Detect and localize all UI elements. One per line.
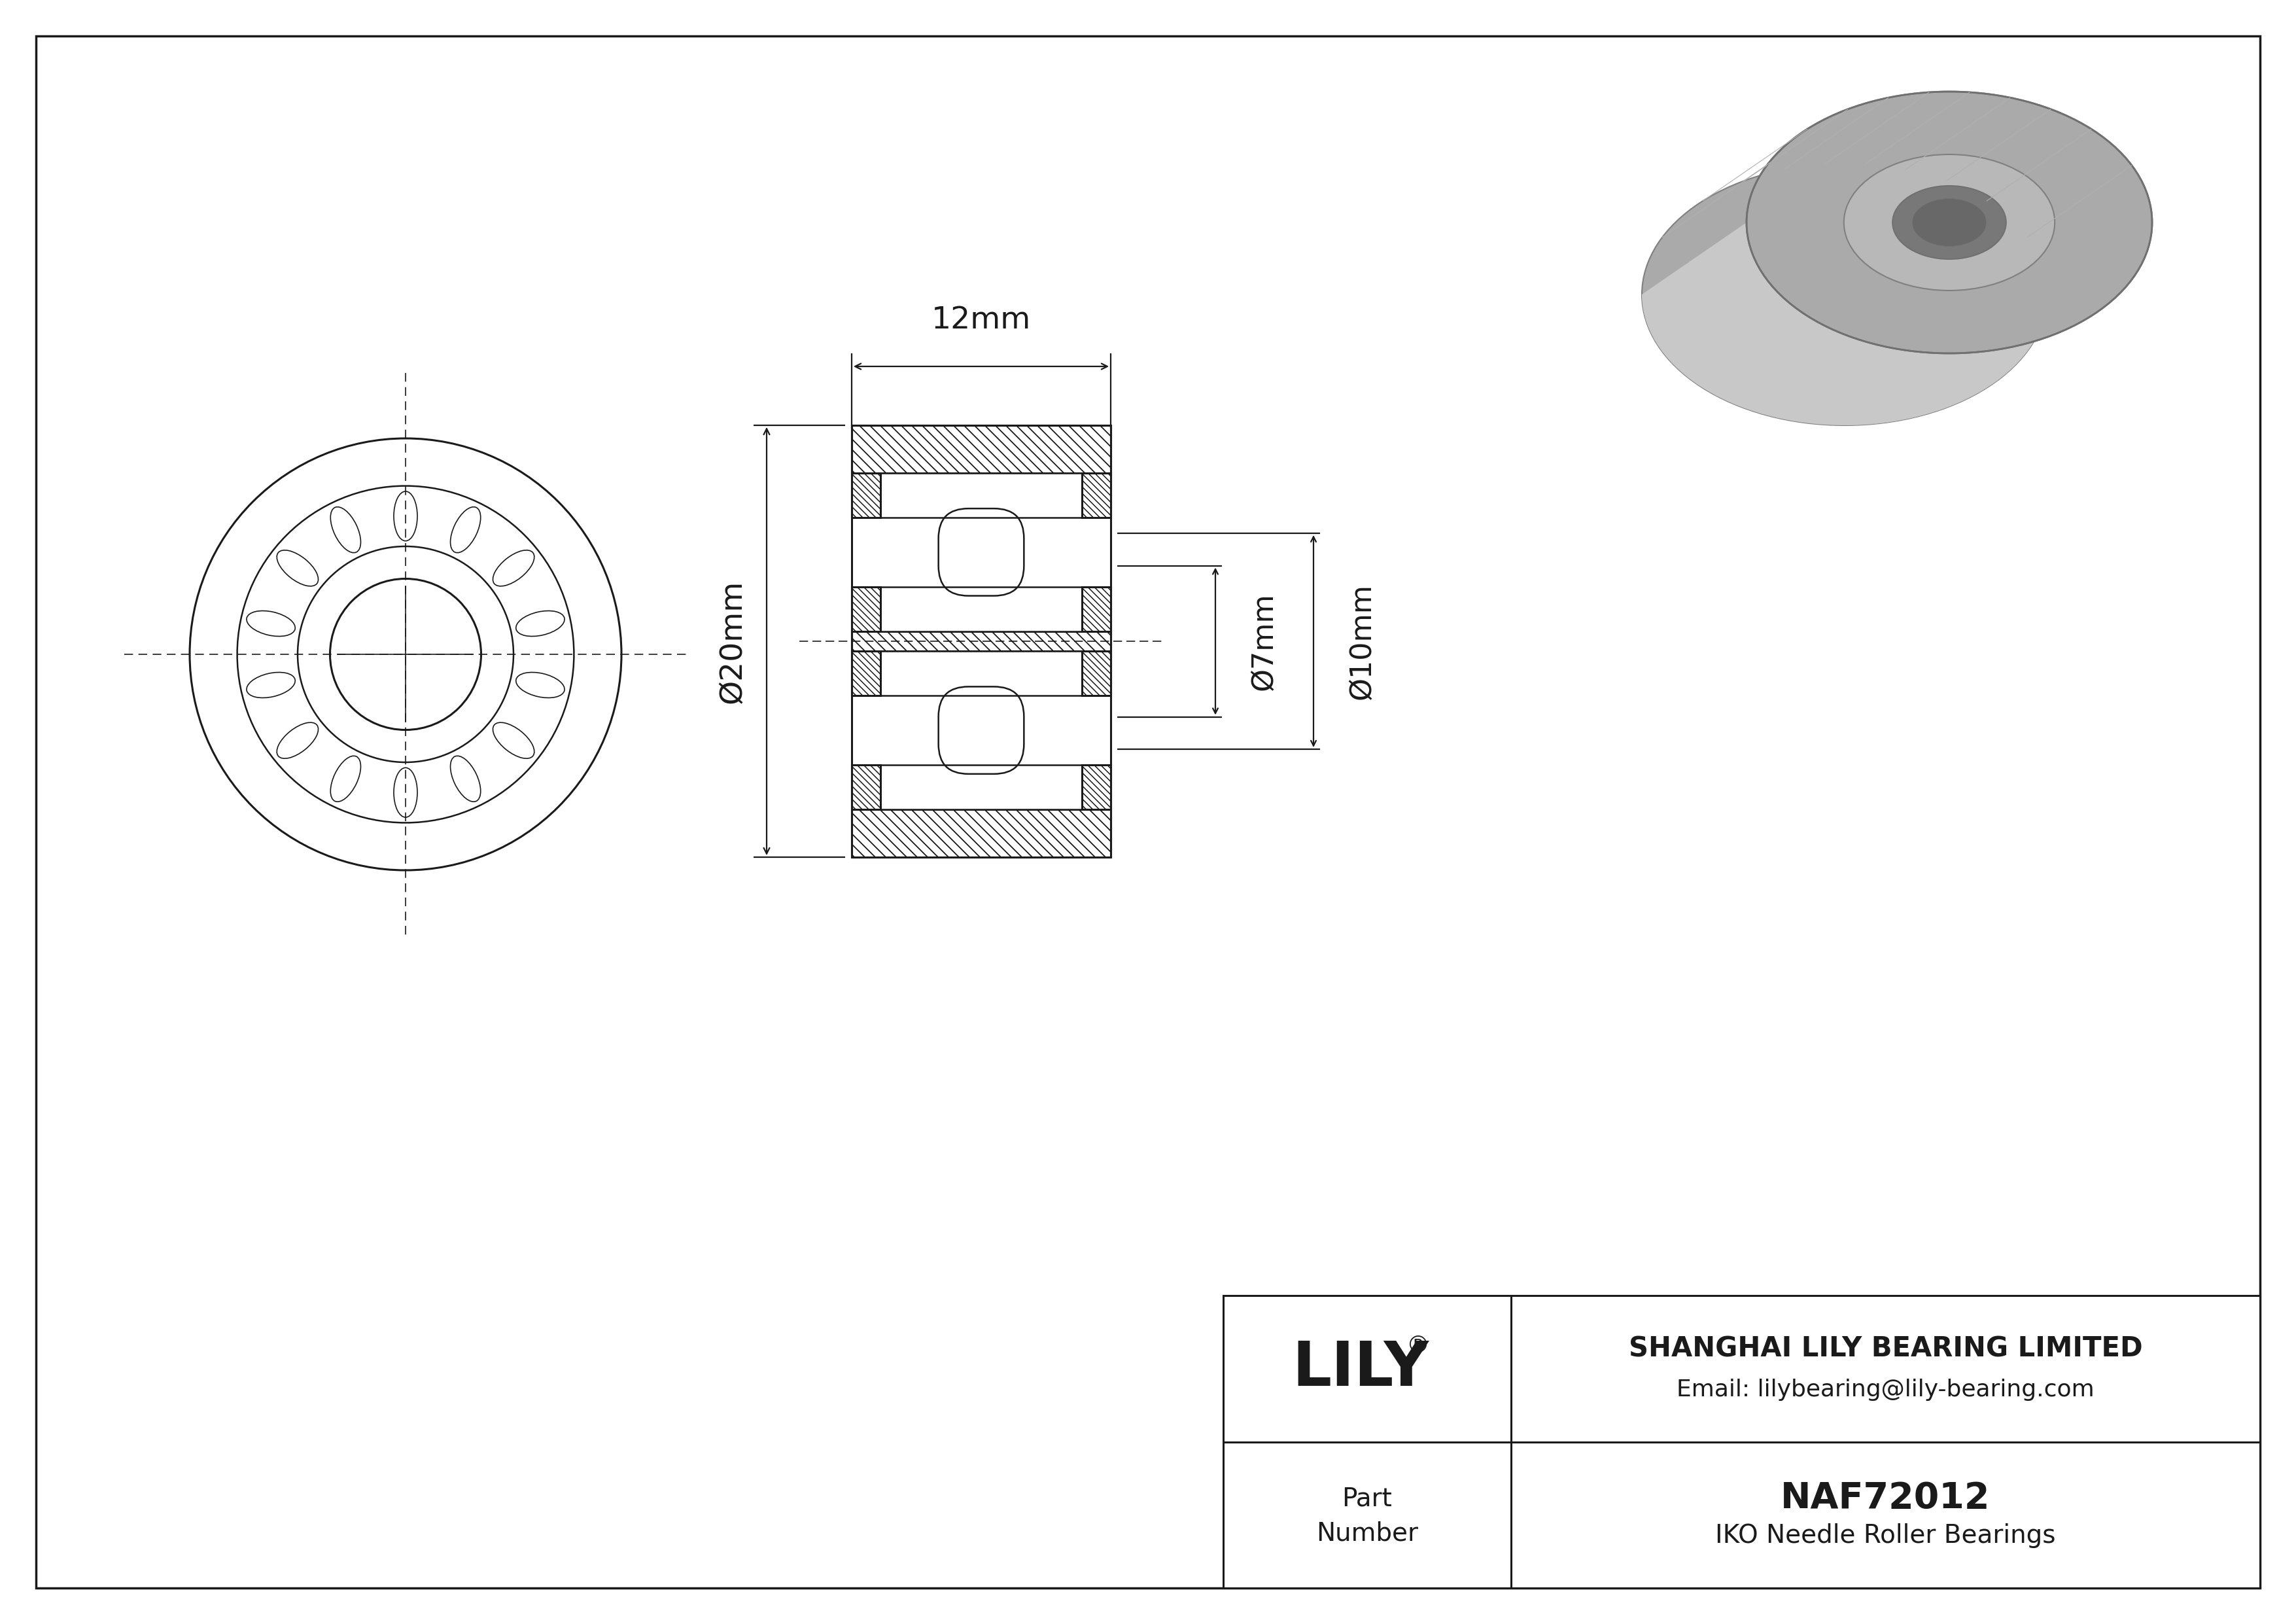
Bar xyxy=(852,632,1111,651)
Bar xyxy=(852,473,1111,632)
Bar xyxy=(852,473,879,516)
Ellipse shape xyxy=(1913,198,1986,247)
Text: Ø20mm: Ø20mm xyxy=(719,580,746,703)
Polygon shape xyxy=(1844,91,2151,425)
Bar xyxy=(852,651,1111,810)
Bar xyxy=(852,425,1111,473)
FancyBboxPatch shape xyxy=(939,508,1024,596)
Bar xyxy=(1081,651,1111,695)
Ellipse shape xyxy=(1642,164,2048,425)
Text: Ø7mm: Ø7mm xyxy=(1249,593,1277,690)
Text: Part: Part xyxy=(1343,1486,1391,1510)
Ellipse shape xyxy=(1892,185,2007,260)
Ellipse shape xyxy=(1844,154,2055,291)
Text: Email: lilybearing@lily-bearing.com: Email: lilybearing@lily-bearing.com xyxy=(1676,1379,2094,1402)
Text: NAF72012: NAF72012 xyxy=(1782,1481,1991,1517)
Text: SHANGHAI LILY BEARING LIMITED: SHANGHAI LILY BEARING LIMITED xyxy=(1628,1335,2142,1363)
Text: Number: Number xyxy=(1316,1520,1419,1546)
Bar xyxy=(852,765,879,810)
Bar xyxy=(852,810,1111,857)
Text: ®: ® xyxy=(1407,1335,1430,1358)
Circle shape xyxy=(184,432,629,877)
Bar xyxy=(1224,1296,2259,1588)
Bar xyxy=(852,586,879,632)
Ellipse shape xyxy=(1747,91,2151,354)
Text: IKO Needle Roller Bearings: IKO Needle Roller Bearings xyxy=(1715,1523,2055,1548)
Text: Ø10mm: Ø10mm xyxy=(1348,583,1375,700)
Text: LILY: LILY xyxy=(1293,1338,1428,1398)
Bar xyxy=(1081,765,1111,810)
FancyBboxPatch shape xyxy=(939,687,1024,775)
Bar xyxy=(1081,586,1111,632)
Bar xyxy=(852,651,879,695)
Text: 12mm: 12mm xyxy=(932,305,1031,335)
Bar xyxy=(1081,473,1111,516)
Polygon shape xyxy=(1642,222,2151,425)
